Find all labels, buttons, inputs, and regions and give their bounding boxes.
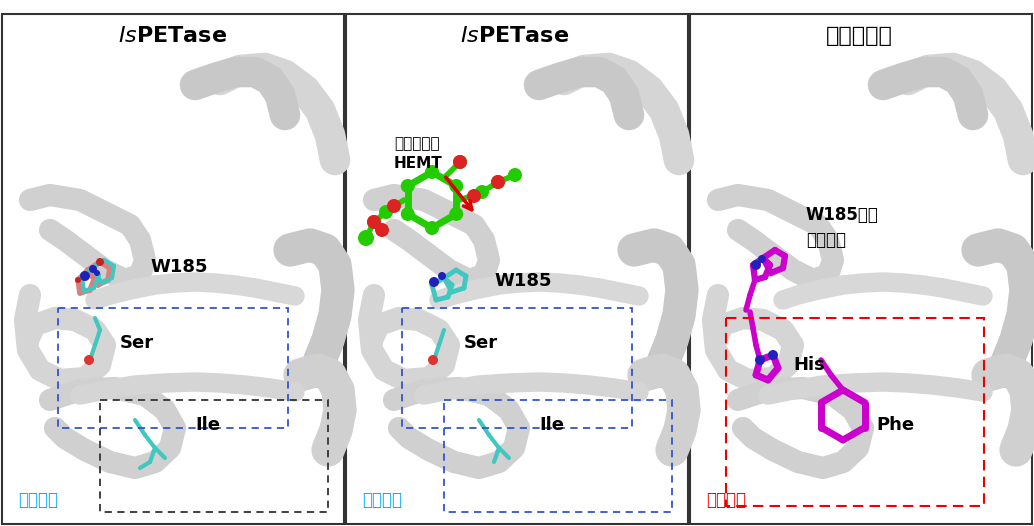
Circle shape [358,230,374,246]
Text: HEMT: HEMT [394,156,443,171]
Circle shape [818,400,824,406]
Circle shape [425,165,439,179]
Circle shape [84,355,94,365]
Circle shape [375,223,389,237]
Circle shape [755,355,765,365]
Circle shape [449,207,463,221]
Circle shape [840,387,846,393]
Circle shape [80,271,90,281]
Text: W185相对: W185相对 [805,206,879,224]
Text: $\mathit{Is}$PETase: $\mathit{Is}$PETase [119,26,227,46]
Circle shape [758,255,766,263]
Circle shape [94,270,100,276]
Circle shape [96,258,104,266]
Text: 小二元体: 小二元体 [362,491,402,509]
Circle shape [428,355,438,365]
Bar [2,14,344,524]
Text: Ile: Ile [195,416,220,434]
Circle shape [449,179,463,193]
Text: 底物类似物: 底物类似物 [394,136,439,151]
Circle shape [491,175,505,189]
Circle shape [768,350,778,360]
Circle shape [401,207,415,221]
Bar [444,400,672,512]
Bar [58,308,288,428]
Circle shape [379,205,393,219]
Text: 其他角质酶: 其他角质酶 [825,26,892,46]
Circle shape [467,189,481,203]
Text: $\mathit{Is}$PETase: $\mathit{Is}$PETase [460,26,570,46]
Circle shape [508,168,522,182]
Circle shape [367,215,381,229]
Text: W185: W185 [150,258,208,276]
Circle shape [840,437,846,443]
Text: 应色氨酸: 应色氨酸 [805,231,846,249]
Text: W185: W185 [494,272,551,290]
Circle shape [425,221,439,235]
Text: Ser: Ser [120,334,154,352]
Circle shape [861,424,868,430]
Circle shape [75,277,81,283]
Circle shape [491,175,505,189]
Text: 大二元体: 大二元体 [706,491,746,509]
Text: 小二元体: 小二元体 [18,491,58,509]
Bar [346,14,688,524]
Bar [690,14,1032,524]
Circle shape [453,155,467,169]
Text: Ser: Ser [464,334,498,352]
Circle shape [387,199,401,213]
Bar [402,308,632,428]
Circle shape [367,215,381,229]
Bar [100,400,328,512]
Circle shape [818,424,824,430]
Circle shape [89,265,97,273]
Circle shape [475,185,489,199]
Bar [726,318,984,506]
Circle shape [438,272,446,280]
Circle shape [751,260,761,270]
Circle shape [453,155,467,169]
Circle shape [861,400,868,406]
Circle shape [429,277,439,287]
Text: His: His [793,356,825,374]
Text: Ile: Ile [539,416,564,434]
Circle shape [401,179,415,193]
Text: Phe: Phe [876,416,914,434]
